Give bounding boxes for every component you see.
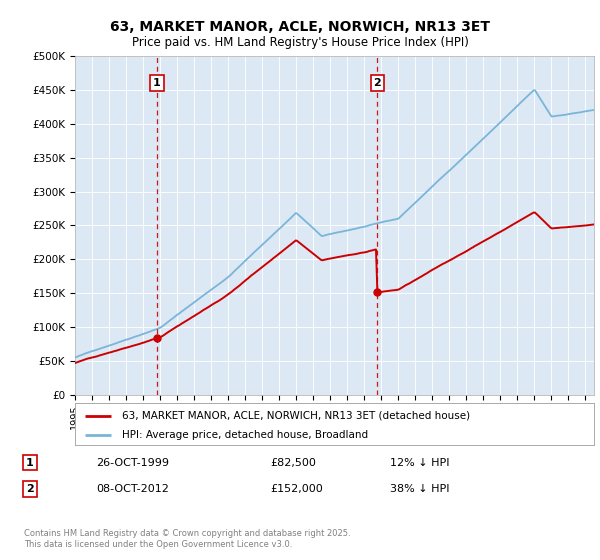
Text: £82,500: £82,500 [270, 458, 316, 468]
Text: Price paid vs. HM Land Registry's House Price Index (HPI): Price paid vs. HM Land Registry's House … [131, 36, 469, 49]
Text: HPI: Average price, detached house, Broadland: HPI: Average price, detached house, Broa… [122, 430, 368, 440]
Text: 08-OCT-2012: 08-OCT-2012 [96, 484, 169, 494]
Text: 1: 1 [26, 458, 34, 468]
Text: 12% ↓ HPI: 12% ↓ HPI [390, 458, 449, 468]
Text: 1: 1 [153, 78, 161, 88]
Text: Contains HM Land Registry data © Crown copyright and database right 2025.
This d: Contains HM Land Registry data © Crown c… [24, 529, 350, 549]
Text: 2: 2 [374, 78, 381, 88]
Text: 63, MARKET MANOR, ACLE, NORWICH, NR13 3ET (detached house): 63, MARKET MANOR, ACLE, NORWICH, NR13 3E… [122, 411, 470, 421]
Text: 63, MARKET MANOR, ACLE, NORWICH, NR13 3ET: 63, MARKET MANOR, ACLE, NORWICH, NR13 3E… [110, 20, 490, 34]
Text: 38% ↓ HPI: 38% ↓ HPI [390, 484, 449, 494]
Text: 2: 2 [26, 484, 34, 494]
Text: £152,000: £152,000 [270, 484, 323, 494]
Text: 26-OCT-1999: 26-OCT-1999 [96, 458, 169, 468]
